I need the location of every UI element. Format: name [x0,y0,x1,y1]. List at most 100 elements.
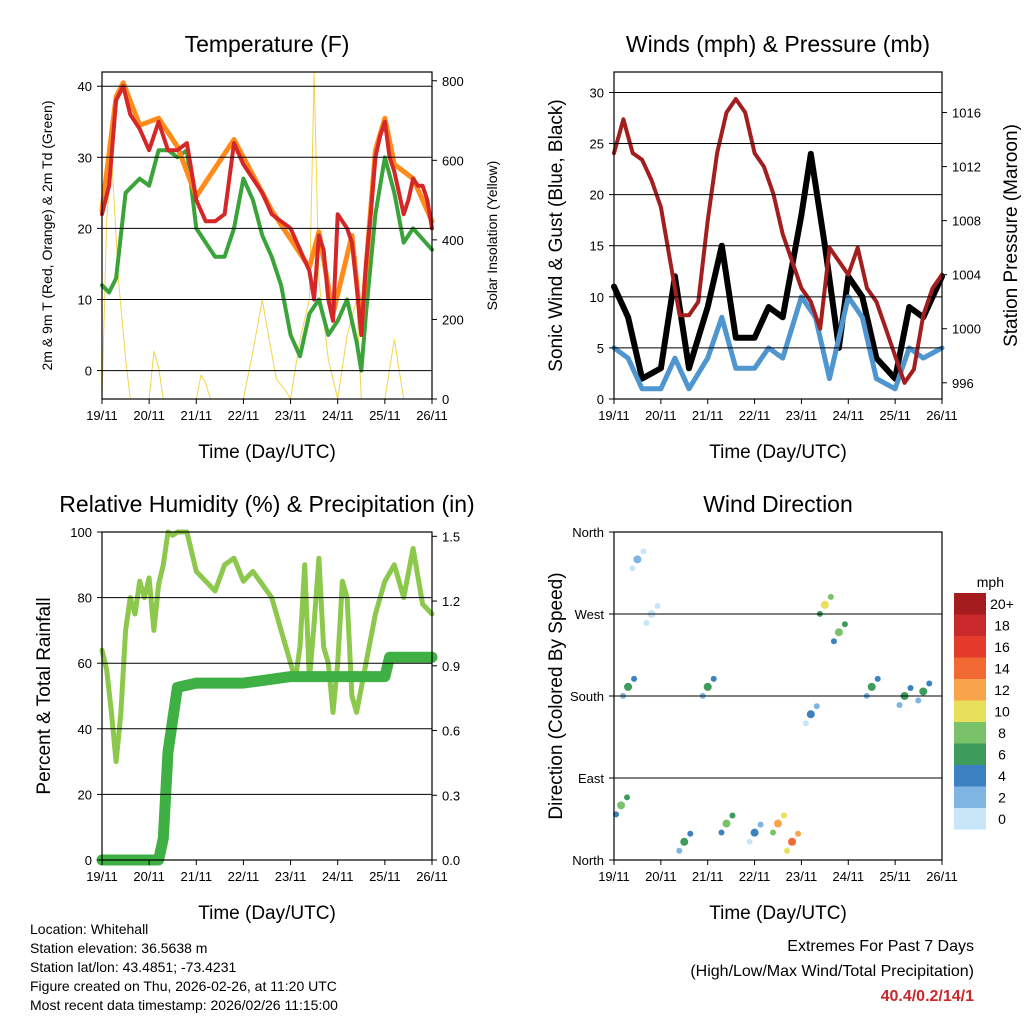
x-tick-label: 25/11 [369,408,401,423]
y-tick-label: 20 [590,188,604,203]
x-tick-label: 20/11 [133,408,165,423]
series-line-gust [611,150,945,382]
y-tick-label: 0 [85,364,92,379]
x-tick-label: 22/11 [739,408,771,423]
series-line-sonic-wind [611,294,945,392]
y-right-tick-label: 996 [952,376,974,391]
wind-direction-point [703,682,712,691]
x-axis-label: Time (Day/UTC) [709,442,847,463]
x-tick-label: 21/11 [692,869,724,884]
wind-direction-point [896,702,903,708]
wind-direction-point [624,794,631,801]
y-tick-label: 60 [78,656,92,671]
legend-swatch [954,679,986,701]
wind-direction-point [631,675,638,682]
wind-direction-point [640,548,647,555]
legend-swatch [954,722,986,744]
legend-swatch [954,636,986,658]
wind-direction-point [781,812,787,819]
plot-frame [613,71,943,400]
y-right-tick-label: 800 [442,74,464,89]
series-line-station-pressure [612,97,944,385]
wind-direction-point [926,680,933,687]
wind-direction-point [820,600,829,609]
legend-label: 6 [998,747,1006,763]
x-tick-label: 24/11 [832,408,864,423]
y-tick-label: 25 [590,137,604,152]
legend-swatch [954,808,986,830]
wind-direction-point [830,638,837,645]
x-axis-label: Time (Day/UTC) [198,903,336,924]
y-right-axis-label: Solar Insolation (Yellow) [484,161,500,311]
x-tick-label: 19/11 [598,408,630,423]
y-tick-label: North [572,853,604,868]
wind-direction-point [770,829,776,836]
x-tick-label: 23/11 [786,869,818,884]
legend-label: 14 [994,661,1010,677]
chart-title: Temperature (F) [185,31,350,57]
wind-direction-point [729,812,736,819]
y-tick-label: 20 [78,787,92,802]
legend-label: 16 [994,639,1010,655]
station-elevation: Station elevation: 36.5638 m [30,940,208,956]
wind-direction-point [774,819,782,828]
station-latlon: Station lat/lon: 43.4851; -73.4231 [30,959,237,975]
legend-swatch [954,765,986,787]
y-tick-label: 15 [590,239,604,254]
wind-direction-point [617,801,626,810]
x-tick-label: 19/11 [598,869,630,884]
y-tick-label: 30 [78,150,92,165]
wind-direction-point [795,830,802,837]
x-tick-label: 26/11 [926,408,958,423]
plot-frame [101,531,433,861]
wind-direction-point [784,847,791,854]
y-right-tick-label: 200 [442,312,464,327]
y-right-tick-label: 1004 [952,268,981,283]
wind-direction-point [827,593,834,600]
x-tick-label: 26/11 [416,408,448,423]
legend-title: mph [977,574,1004,590]
x-tick-label: 23/11 [786,408,818,423]
wind-direction-point [788,837,797,846]
legend-swatch [954,700,986,722]
series-line-total-precipitation [96,651,438,866]
legend-label: 2 [998,790,1006,806]
legend-label: 0 [998,811,1006,827]
wind-direction-point [722,819,731,828]
x-tick-label: 25/11 [369,869,401,884]
wind-direction-point [874,675,881,682]
y-tick-label: 10 [590,290,604,305]
x-tick-label: 21/11 [692,408,724,423]
x-tick-label: 24/11 [832,869,864,884]
y-tick-label: West [575,607,605,622]
station-info: Location: Whitehall Station elevation: 3… [30,920,338,1015]
legend-swatch [954,614,986,636]
y-right-tick-label: 0.9 [442,659,460,674]
y-right-tick-label: 0.0 [442,853,460,868]
wind-direction-point [841,621,848,628]
plot-frame [101,71,433,400]
legend-label: 10 [994,704,1010,720]
y-tick-label: 40 [78,79,92,94]
x-tick-label: 26/11 [926,869,958,884]
y-right-tick-label: 600 [442,153,464,168]
x-tick-label: 20/11 [645,869,677,884]
y-tick-label: 100 [70,525,92,540]
y-right-tick-label: 1000 [952,322,981,337]
y-right-tick-label: 1016 [952,106,981,121]
y-right-tick-label: 400 [442,233,464,248]
station-location: Location: Whitehall [30,921,149,937]
extremes-subtitle: (High/Low/Max Wind/Total Precipitation) [690,963,974,980]
x-tick-label: 24/11 [322,869,354,884]
wind-direction-point [907,685,914,691]
legend-swatch [954,593,986,615]
y-tick-label: East [578,771,604,786]
legend-swatch [954,657,986,679]
wind-direction-point [919,687,928,696]
x-tick-label: 26/11 [416,869,448,884]
y-right-tick-label: 0.6 [442,724,460,739]
wind-direction-point [802,720,809,727]
legend-swatch [954,786,986,808]
y-right-tick-label: 1012 [952,160,981,175]
